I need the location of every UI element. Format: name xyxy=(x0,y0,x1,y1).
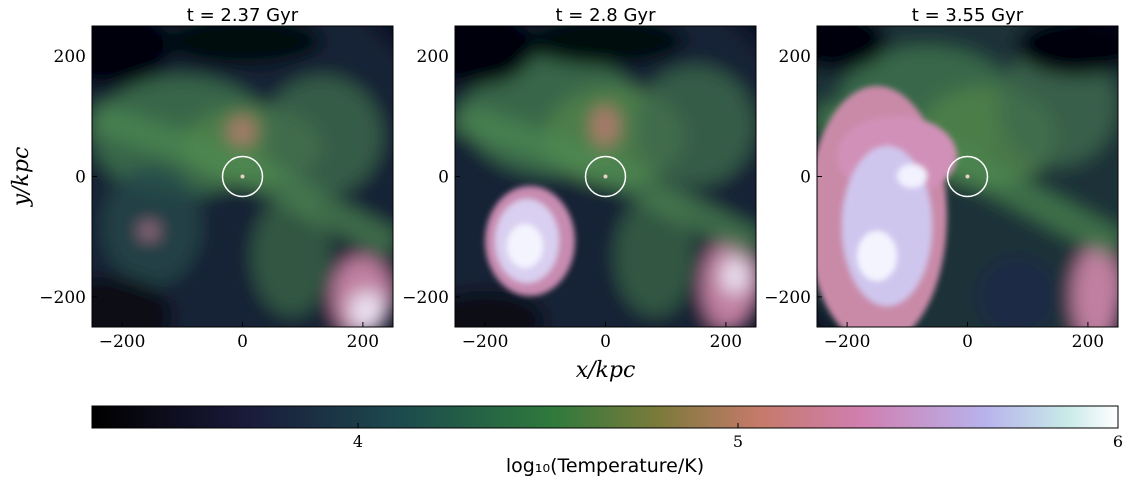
gas-region xyxy=(228,117,256,145)
halo-core xyxy=(965,174,970,179)
y-tick-label: 0 xyxy=(75,168,86,188)
x-tick-label: −200 xyxy=(824,332,871,352)
gas-region xyxy=(525,26,685,66)
hot-gas xyxy=(897,164,927,188)
temperature-map xyxy=(817,26,1118,327)
halo-marker xyxy=(946,155,989,198)
panel: t = 3.55 Gyr −200 0 200 −200 0 200 xyxy=(764,5,1119,352)
x-tick-label: 0 xyxy=(237,332,248,352)
y-tick-label: −200 xyxy=(764,288,811,308)
filament xyxy=(455,101,756,260)
x-tick-label: 0 xyxy=(962,332,973,352)
map-gas xyxy=(92,26,393,327)
panel-title: t = 3.55 Gyr xyxy=(912,5,1024,26)
hot-gas xyxy=(507,224,543,268)
panel-title: t = 2.8 Gyr xyxy=(556,5,657,26)
gas-region xyxy=(591,106,619,146)
gas-region xyxy=(92,276,172,327)
temperature-map xyxy=(92,26,393,327)
gas-region xyxy=(721,258,749,294)
gas-region xyxy=(1072,246,1118,327)
halo-marker xyxy=(221,155,264,198)
colorbar: 4 5 6 log₁₀(Temperature/K) xyxy=(91,405,1122,477)
colorbar-tick-label: 5 xyxy=(733,432,743,451)
y-tick-label: −200 xyxy=(402,288,449,308)
gas-region xyxy=(349,291,385,327)
gas-region xyxy=(977,256,1057,327)
filament xyxy=(92,101,393,260)
colorbar-gradient xyxy=(91,405,1119,429)
map-gas xyxy=(455,26,756,327)
gas-region xyxy=(1017,26,1118,76)
halo-core xyxy=(603,174,608,179)
gas-region xyxy=(455,291,545,327)
gas-region xyxy=(817,26,887,71)
y-tick-label: 0 xyxy=(800,168,811,188)
colorbar-tick-label: 6 xyxy=(1113,432,1122,451)
gas-region xyxy=(162,26,322,66)
temperature-map xyxy=(455,26,756,327)
gas-region xyxy=(635,66,755,186)
y-axis-label: y/kpc xyxy=(9,147,34,208)
x-tick-label: 200 xyxy=(710,332,742,352)
colorbar-label: log₁₀(Temperature/K) xyxy=(506,455,704,477)
panel: t = 2.37 Gyr −200 0 200 −200 0 200 y/kpc xyxy=(9,5,394,352)
gas-region xyxy=(252,196,332,316)
hot-bubble xyxy=(817,86,957,327)
y-tick-label: 200 xyxy=(54,47,86,67)
y-tick-label: −200 xyxy=(39,288,86,308)
hot-bubble xyxy=(485,186,575,296)
gas-region xyxy=(142,225,156,237)
gas-region xyxy=(262,76,382,196)
y-tick-label: 200 xyxy=(417,47,449,67)
y-tick-label: 0 xyxy=(438,168,449,188)
x-tick-label: 0 xyxy=(600,332,611,352)
halo-core xyxy=(240,174,245,179)
colorbar-tick-label: 4 xyxy=(353,432,363,451)
hot-gas xyxy=(857,231,897,281)
x-axis-label: x/kpc xyxy=(576,358,636,383)
panel-title: t = 2.37 Gyr xyxy=(187,5,299,26)
halo-marker xyxy=(584,155,627,198)
panel: t = 2.8 Gyr −200 0 200 −200 0 200 x/kpc xyxy=(402,5,757,383)
gas-region xyxy=(92,26,172,86)
y-tick-label: 200 xyxy=(779,47,811,67)
x-tick-label: 200 xyxy=(347,332,379,352)
x-tick-label: −200 xyxy=(99,332,146,352)
x-tick-label: −200 xyxy=(462,332,509,352)
gas-region xyxy=(455,26,535,86)
x-tick-label: 200 xyxy=(1072,332,1104,352)
gas-region xyxy=(615,196,695,316)
gas-region xyxy=(997,46,1117,166)
